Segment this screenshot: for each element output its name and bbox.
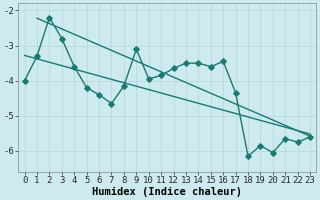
X-axis label: Humidex (Indice chaleur): Humidex (Indice chaleur): [92, 186, 242, 197]
